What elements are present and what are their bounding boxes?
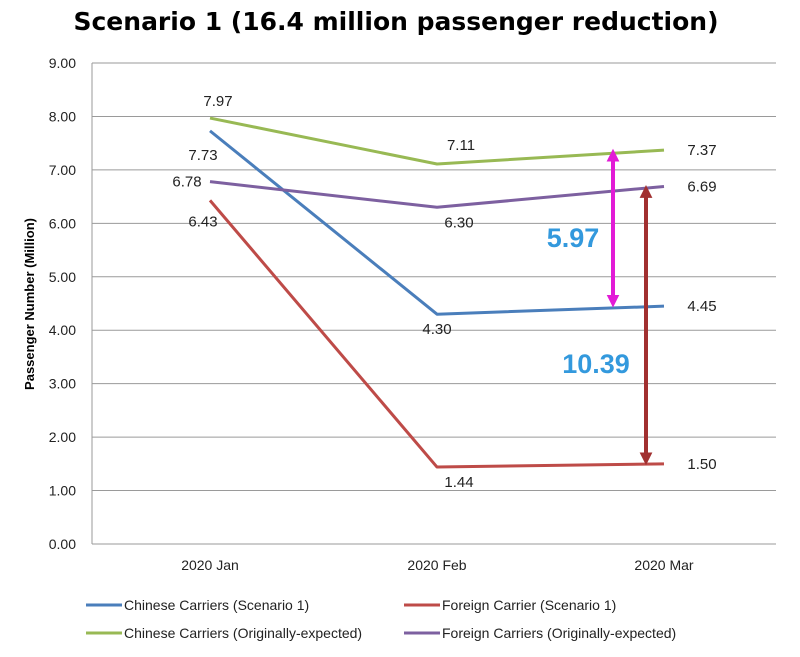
y-axis-label: Passenger Number (Million)	[22, 218, 37, 390]
series-line	[209, 129, 665, 316]
chart-title: Scenario 1 (16.4 million passenger reduc…	[73, 7, 718, 36]
x-tick-label: 2020 Mar	[634, 557, 693, 573]
data-label: 7.73	[188, 147, 217, 164]
data-label: 4.30	[422, 321, 451, 338]
x-tick-labels: 2020 Jan 2020 Feb 2020 Mar	[181, 557, 694, 573]
annotation-label: 10.39	[562, 349, 630, 379]
data-label: 6.30	[444, 214, 473, 231]
data-label: 1.50	[687, 456, 716, 473]
series-lines	[208, 116, 665, 469]
x-tick-label: 2020 Jan	[181, 557, 239, 573]
y-tick-label: 6.00	[49, 215, 76, 231]
series-line	[208, 199, 665, 469]
data-label: 6.43	[188, 213, 217, 230]
gridlines	[91, 62, 776, 545]
data-labels: 7.73 4.30 4.45 6.43 1.44 1.50 7.97 7.11 7.37 6.78…	[172, 93, 716, 491]
legend-label: Foreign Carriers (Originally-expected)	[442, 625, 676, 641]
y-tick-label: 5.00	[49, 269, 76, 285]
series-line	[209, 116, 665, 166]
data-label: 6.69	[687, 178, 716, 195]
y-tick-label: 3.00	[49, 376, 76, 392]
y-tick-label: 4.00	[49, 322, 76, 338]
x-tick-label: 2020 Feb	[407, 557, 466, 573]
y-tick-labels: 0.00 1.00 2.00 3.00 4.00 5.00 6.00 7.00 8.00 9.00	[49, 55, 76, 552]
legend-label: Foreign Carrier (Scenario 1)	[442, 597, 616, 613]
y-tick-label: 9.00	[49, 55, 76, 71]
y-tick-label: 8.00	[49, 108, 76, 124]
data-label: 7.11	[447, 137, 475, 154]
annotation-label: 5.97	[547, 223, 600, 253]
y-tick-label: 2.00	[49, 429, 76, 445]
series-line	[209, 180, 665, 209]
legend-label: Chinese Carriers (Originally-expected)	[124, 625, 362, 641]
data-label: 4.45	[687, 298, 716, 315]
data-label: 6.78	[172, 174, 201, 191]
y-tick-label: 0.00	[49, 536, 76, 552]
data-label: 7.37	[687, 142, 716, 159]
y-tick-label: 7.00	[49, 162, 76, 178]
y-tick-label: 1.00	[49, 483, 76, 499]
annotations: 5.97 10.39	[547, 148, 653, 466]
data-label: 7.97	[203, 93, 232, 110]
legend: Chinese Carriers (Scenario 1) Foreign Car…	[86, 597, 676, 641]
data-label: 1.44	[444, 474, 473, 491]
legend-label: Chinese Carriers (Scenario 1)	[124, 597, 309, 613]
